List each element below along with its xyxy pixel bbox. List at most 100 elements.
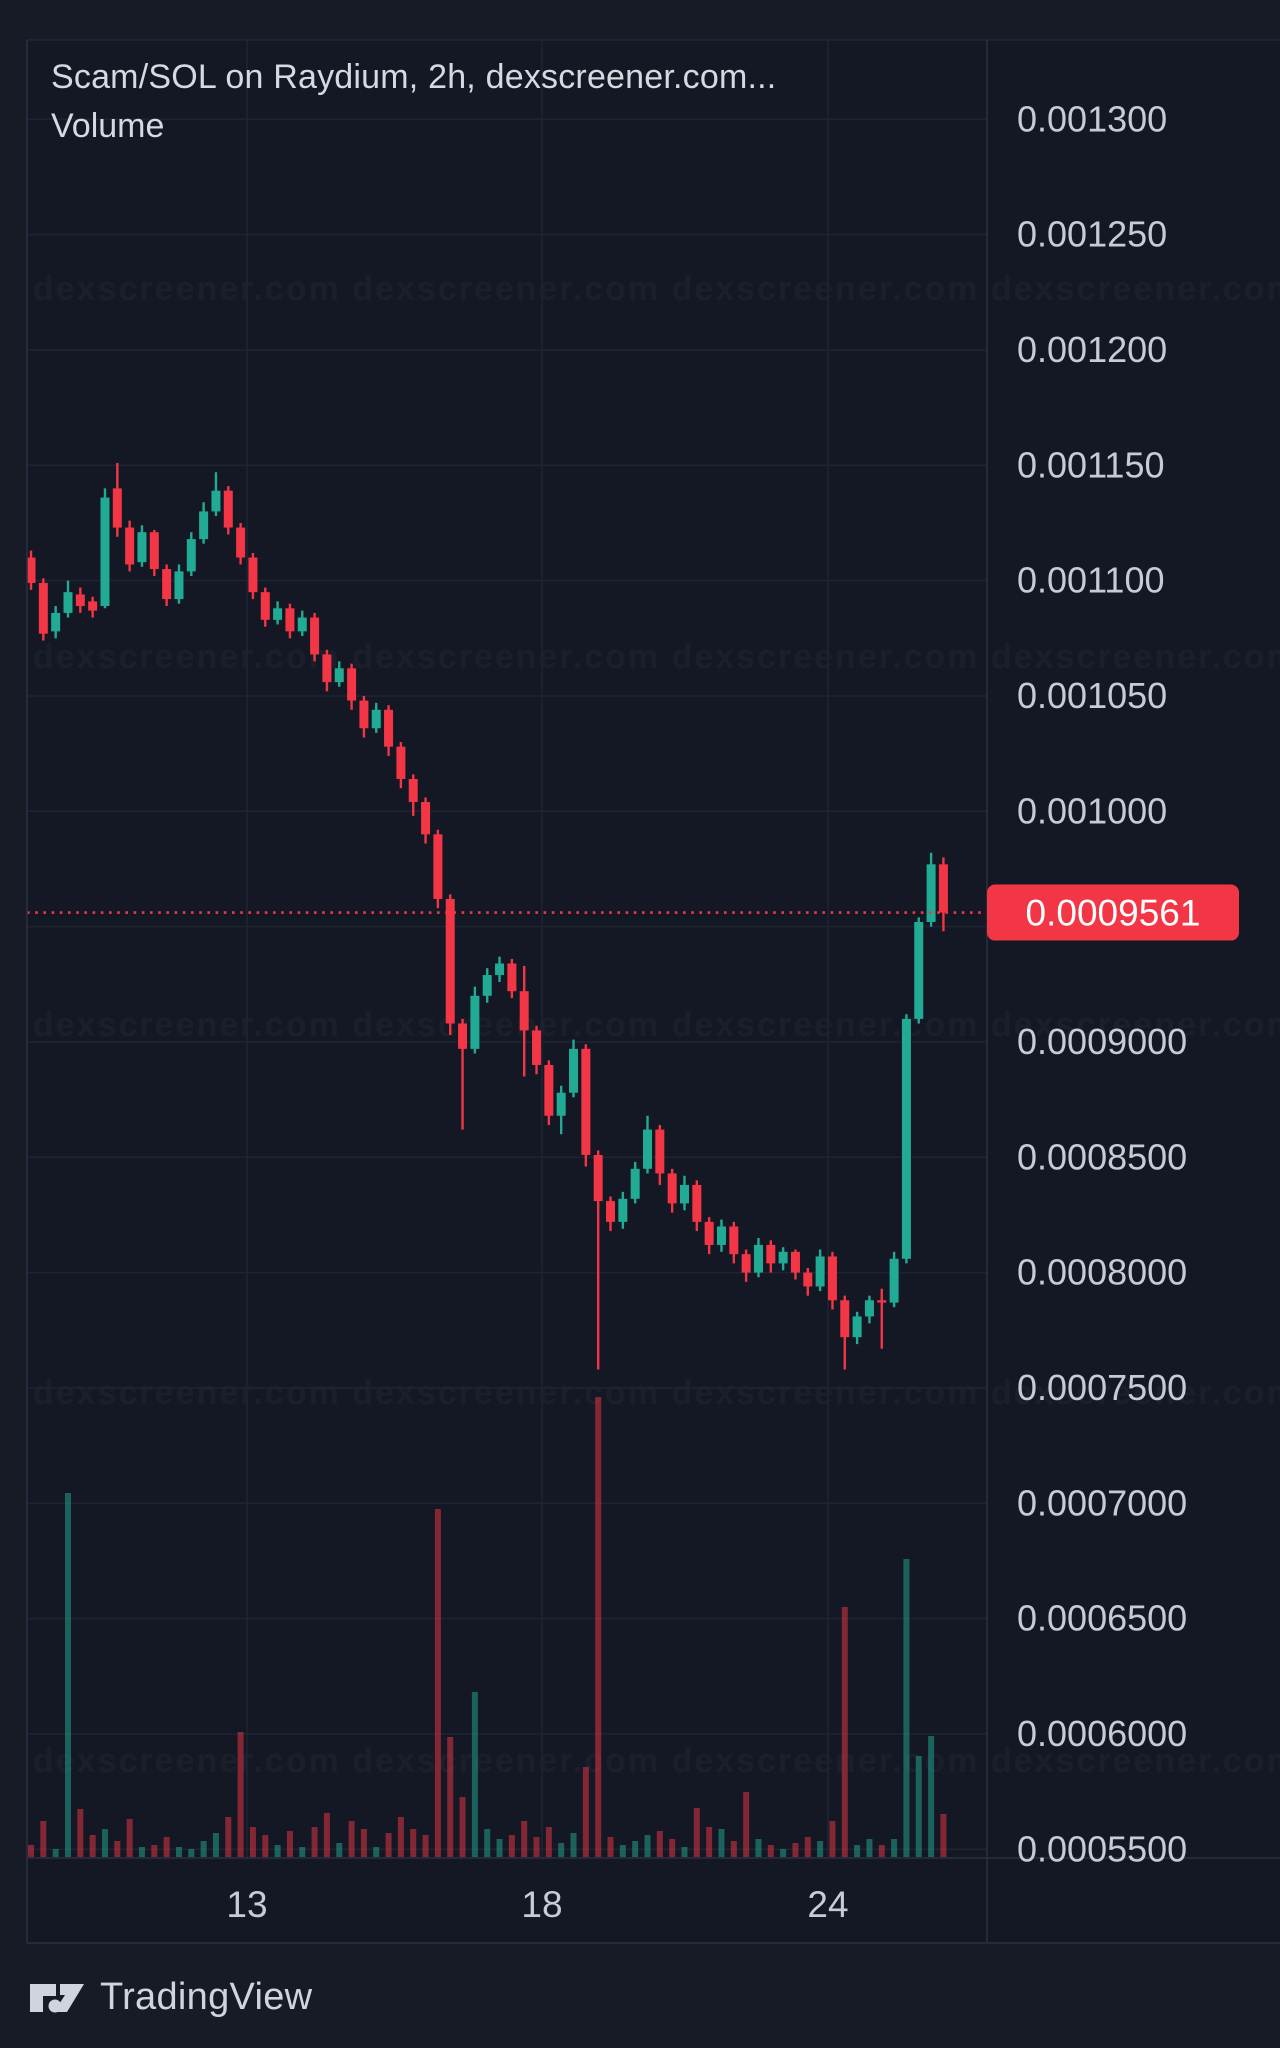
volume-bar: [780, 1849, 787, 1857]
candle-body: [384, 709, 394, 747]
candle-body: [445, 898, 455, 1024]
candle-body: [852, 1316, 862, 1338]
candle-body: [877, 1300, 887, 1303]
candle-body: [815, 1256, 825, 1287]
svg-text:dexscreener.com dexscreen: dexscreener.com dexscreener.com dexscree…: [33, 1006, 1280, 1044]
candle-body: [840, 1300, 850, 1338]
candle-body: [273, 608, 283, 620]
time-axis-label: 24: [807, 1884, 848, 1925]
tradingview-attribution-link[interactable]: TradingView: [30, 1976, 312, 2019]
candle-body: [741, 1254, 751, 1273]
volume-bar: [385, 1833, 392, 1857]
volume-bar: [64, 1493, 71, 1857]
volume-bar: [829, 1821, 836, 1857]
volume-bar: [249, 1827, 256, 1857]
candle-body: [88, 601, 98, 611]
volume-bar: [928, 1736, 935, 1857]
time-axis-label: 18: [521, 1884, 562, 1925]
volume-bar: [743, 1792, 750, 1857]
price-axis-label: 0.001050: [1017, 675, 1167, 716]
candle-body: [532, 1030, 542, 1066]
volume-bar: [410, 1829, 417, 1857]
candle-body: [137, 532, 147, 563]
candle-body: [803, 1272, 813, 1287]
price-axis-label: 0.001200: [1017, 329, 1167, 370]
volume-bar: [89, 1835, 96, 1857]
price-axis-label: 0.0009000: [1017, 1021, 1187, 1062]
candle-body: [679, 1184, 689, 1204]
volume-bar: [755, 1839, 762, 1857]
volume-bar: [373, 1847, 380, 1857]
time-axis-label: 13: [226, 1884, 267, 1925]
candle-body: [766, 1244, 776, 1264]
volume-bar: [397, 1817, 404, 1857]
volume-bar: [767, 1845, 774, 1857]
price-axis-label: 0.0005500: [1017, 1828, 1187, 1869]
volume-bar: [52, 1849, 59, 1857]
current-price-badge: 0.0009561: [987, 884, 1239, 941]
candle-body: [556, 1092, 566, 1116]
volume-bar: [188, 1849, 195, 1857]
volume-bar: [693, 1808, 700, 1857]
volume-bar: [175, 1847, 182, 1857]
price-axis-label: 0.0006500: [1017, 1598, 1187, 1639]
candle-body: [100, 497, 110, 606]
volume-bar: [891, 1839, 898, 1857]
candle-body: [864, 1300, 874, 1317]
volume-bar: [77, 1809, 84, 1857]
candle-body: [569, 1048, 579, 1093]
price-axis-label: 0.001150: [1017, 444, 1164, 485]
price-axis-label: 0.0008000: [1017, 1252, 1187, 1293]
candle-body: [827, 1256, 837, 1301]
candle-body: [889, 1258, 899, 1303]
candle-body: [606, 1201, 616, 1222]
candle-body: [914, 921, 924, 1019]
volume-bar: [496, 1839, 503, 1857]
volume-bar: [508, 1835, 515, 1857]
svg-text:dexscreener.com dexscreen: dexscreener.com dexscreener.com dexscree…: [33, 1374, 1280, 1412]
volume-bar: [262, 1835, 269, 1857]
candle-body: [938, 864, 948, 913]
volume-bar: [286, 1831, 293, 1857]
price-axis-label: 0.0008500: [1017, 1136, 1187, 1177]
volume-bar: [348, 1821, 355, 1857]
candle-body: [38, 582, 48, 634]
volume-bar: [669, 1839, 676, 1857]
volume-bar: [940, 1814, 947, 1857]
volume-bar: [434, 1509, 441, 1857]
tradingview-logo-icon: [30, 1983, 84, 2012]
candle-body: [75, 594, 85, 606]
volume-bar: [792, 1843, 799, 1857]
chart-pane-background: [27, 40, 1280, 1943]
candle-body: [421, 802, 431, 835]
volume-bar: [126, 1819, 133, 1857]
candle-body: [790, 1251, 800, 1273]
volume-bar: [607, 1837, 614, 1857]
volume-bar: [718, 1829, 725, 1857]
candle-body: [655, 1129, 665, 1174]
volume-bar: [40, 1821, 47, 1857]
volume-bar: [545, 1827, 552, 1857]
candle-body: [643, 1129, 652, 1169]
price-axis[interactable]: 0.001300 0.001250 0.001200 0.001150 0.001100…: [1017, 98, 1187, 1869]
volume-bar: [558, 1843, 565, 1857]
time-axis[interactable]: 13 18 24: [226, 1884, 848, 1925]
candle-body: [507, 963, 517, 992]
candle-body: [359, 700, 369, 729]
candle-body: [458, 1023, 468, 1049]
volume-bar: [336, 1843, 343, 1857]
svg-text:dexscreener.com dexscreen: dexscreener.com dexscreener.com dexscree…: [33, 638, 1280, 676]
candle-body: [112, 488, 122, 528]
price-axis-label: 0.001300: [1017, 98, 1167, 139]
candle-body: [667, 1173, 677, 1204]
grid-lines: [27, 40, 987, 1858]
volume-bar: [582, 1767, 589, 1857]
svg-text:dexscreener.com dexscreen: dexscreener.com dexscreener.com dexscree…: [33, 270, 1280, 308]
volume-bar: [447, 1737, 454, 1857]
volume-bar: [521, 1821, 528, 1857]
volume-bar: [878, 1845, 885, 1857]
volume-bar: [804, 1837, 811, 1857]
volume-bar: [459, 1797, 466, 1857]
